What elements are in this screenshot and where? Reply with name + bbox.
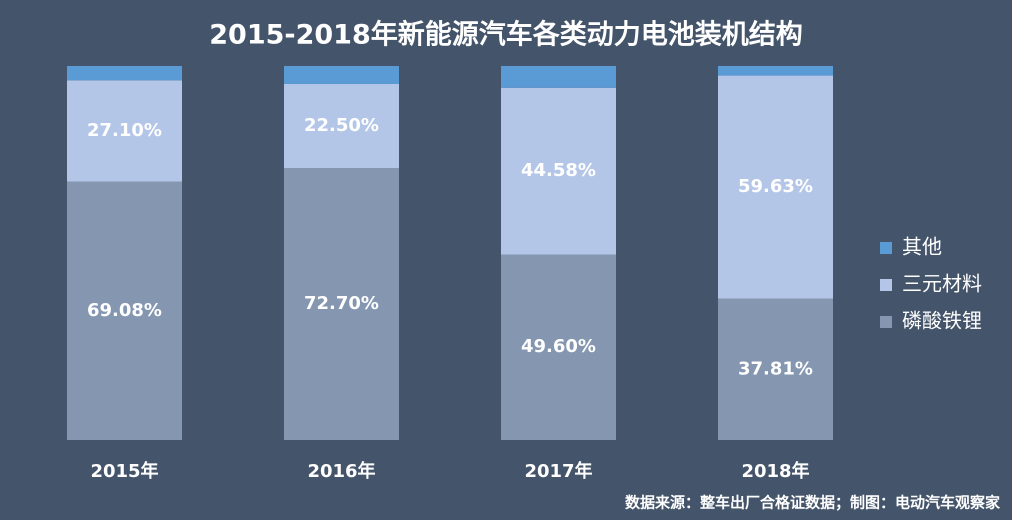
source-note: 数据来源：整车出厂合格证数据；制图：电动汽车观察家	[625, 494, 1000, 512]
data-label: 22.50%	[304, 115, 379, 136]
x-tick-label: 2015年	[90, 460, 158, 482]
legend-label: 其他	[902, 235, 942, 259]
x-tick-label: 2018年	[741, 460, 809, 482]
data-label: 44.58%	[521, 160, 596, 181]
x-tick-label: 2016年	[307, 460, 375, 482]
bar-segment	[284, 168, 399, 441]
data-label: 72.70%	[304, 293, 379, 314]
bar-segment	[501, 254, 616, 440]
bar-segment	[718, 75, 833, 299]
legend-swatch	[880, 242, 892, 254]
bar-segment	[284, 83, 399, 169]
legend-label: 磷酸铁锂	[902, 309, 982, 333]
data-label: 27.10%	[87, 120, 162, 141]
legend-label: 三元材料	[902, 272, 982, 296]
bar-segment	[718, 66, 833, 76]
data-label: 69.08%	[87, 300, 162, 321]
data-label: 37.81%	[738, 358, 813, 379]
bar-segment	[67, 66, 182, 81]
legend-swatch	[880, 316, 892, 328]
bar-segment	[501, 66, 616, 88]
x-tick-label: 2017年	[524, 460, 592, 482]
chart-title: 2015-2018年新能源汽车各类动力电池装机结构	[209, 19, 803, 51]
data-label: 59.63%	[738, 176, 813, 197]
data-label: 49.60%	[521, 336, 596, 357]
bar-segment	[67, 80, 182, 182]
bar-segment	[501, 87, 616, 255]
bar-segment	[718, 298, 833, 440]
bar-segment	[67, 181, 182, 440]
bar-segment	[284, 66, 399, 84]
legend-swatch	[880, 279, 892, 291]
